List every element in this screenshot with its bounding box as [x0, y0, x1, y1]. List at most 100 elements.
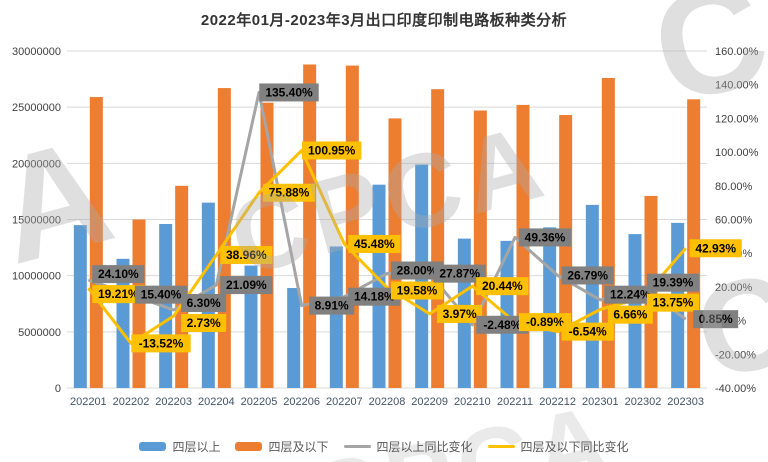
yoy-label-four-and-below-yoy-line-202211: -0.89%: [526, 315, 564, 329]
yoy-label-four-plus-yoy-line-202209-box: [433, 264, 486, 283]
yoy-label-four-and-below-yoy-line-202210: 20.44%: [482, 279, 523, 293]
yoy-label-four-plus-yoy-line-202207: 14.18%: [354, 290, 395, 304]
legend-swatch-orange-bar: [235, 442, 263, 451]
legend-item-four-and-below-layers: 四层及以下: [235, 438, 329, 455]
left-axis-tick: 0: [55, 383, 61, 395]
legend-swatch-blue-bar: [139, 442, 167, 451]
x-axis-tick: 202205: [241, 396, 278, 408]
yoy-label-four-plus-yoy-line-202301-box: [604, 285, 657, 304]
yoy-label-four-and-below-yoy-line-202207-box: [348, 234, 401, 253]
yoy-label-four-and-below-yoy-line-202201-box: [92, 285, 145, 304]
yoy-label-four-and-below-yoy-line-202303-box: [689, 239, 742, 258]
right-axis-tick: 160.00%: [715, 46, 759, 58]
x-axis-tick: 202202: [113, 396, 150, 408]
yoy-label-four-and-below-yoy-line-202206-box: [301, 141, 362, 160]
yoy-label-four-plus-yoy-line-202208: 28.00%: [397, 264, 438, 278]
yoy-label-four-plus-yoy-line-202302: 19.39%: [653, 276, 694, 290]
x-axis-tick: 202204: [198, 396, 235, 408]
yoy-label-four-and-below-yoy-line-202207: 45.48%: [354, 237, 395, 251]
x-axis-tick: 202206: [283, 396, 320, 408]
bar-four-and-below-layers-bar-202208: [388, 118, 402, 389]
legend-swatch-yellow-line: [487, 445, 515, 448]
yoy-label-four-plus-yoy-line-202204-box: [220, 276, 273, 295]
x-axis-tick: 202209: [411, 396, 448, 408]
bar-four-and-below-layers-bar-202201: [89, 97, 103, 388]
yoy-label-four-and-below-yoy-line-202212-box: [561, 322, 614, 341]
right-axis-tick: 60.00%: [715, 215, 753, 227]
yoy-label-four-plus-yoy-line-202205-box: [259, 83, 319, 102]
yoy-label-four-plus-yoy-line-202201: 24.10%: [98, 267, 139, 281]
right-axis-tick: 80.00%: [715, 181, 753, 193]
bar-four-and-below-layers-bar-202206: [303, 64, 317, 388]
x-axis-tick: 202211: [497, 396, 533, 408]
yoy-label-four-and-below-yoy-line-202302: 13.75%: [653, 296, 694, 310]
yoy-label-four-and-below-yoy-line-202212: -6.54%: [569, 325, 607, 339]
left-axis-tick: 10000000: [12, 271, 61, 283]
bar-four-and-below-layers-bar-202212: [559, 115, 573, 388]
right-axis-tick: 120.00%: [715, 113, 759, 125]
yoy-label-four-and-below-yoy-line-202206: 100.95%: [308, 143, 356, 157]
left-axis-tick: 20000000: [12, 158, 61, 170]
left-axis-tick: 5000000: [18, 327, 61, 339]
yoy-label-four-and-below-yoy-line-202302-box: [646, 293, 700, 312]
x-axis-tick: 202303: [667, 396, 704, 408]
yoy-label-four-plus-yoy-line-202211: 49.36%: [525, 230, 566, 244]
legend-label: 四层及以下同比变化: [520, 440, 629, 454]
yoy-label-four-and-below-yoy-line-202204: 38.96%: [226, 248, 267, 262]
yoy-label-four-and-below-yoy-line-202209: 3.97%: [443, 307, 477, 321]
bar-four-plus-layers-bar-202205: [244, 265, 258, 388]
yoy-label-four-and-below-yoy-line-202202-box: [131, 334, 191, 353]
legend-item-four-plus-layers: 四层以上: [139, 438, 220, 455]
legend-swatch-gray-line: [343, 445, 371, 448]
yoy-label-four-and-below-yoy-line-202208: 19.58%: [397, 284, 438, 298]
x-axis-tick: 202207: [326, 396, 363, 408]
yoy-label-four-and-below-yoy-line-202204-box: [220, 245, 273, 264]
yoy-label-four-and-below-yoy-line-202201: 19.21%: [98, 287, 139, 301]
left-axis-tick: 30000000: [12, 46, 61, 58]
x-axis-tick: 202302: [625, 396, 662, 408]
left-axis-tick: 15000000: [12, 215, 61, 227]
yoy-label-four-plus-yoy-line-202206-box: [309, 296, 355, 315]
yoy-label-four-plus-yoy-line-202303: 0.85%: [699, 312, 733, 326]
yoy-label-four-plus-yoy-line-202210-box: [476, 315, 529, 334]
yoy-label-four-and-below-yoy-line-202303: 42.93%: [695, 241, 736, 255]
bar-four-plus-layers-bar-202206: [287, 288, 301, 388]
right-axis-tick: 140.00%: [715, 80, 759, 92]
yoy-label-four-and-below-yoy-line-202210-box: [476, 277, 529, 296]
bar-four-and-below-layers-bar-202210: [473, 110, 487, 388]
left-axis-tick: 25000000: [12, 102, 61, 114]
right-axis-tick: 20.00%: [715, 282, 753, 294]
bar-four-and-below-layers-bar-202209: [431, 89, 445, 389]
yoy-label-four-and-below-yoy-line-202208-box: [390, 281, 444, 300]
yoy-label-four-and-below-yoy-line-202203-box: [181, 313, 227, 332]
bar-four-and-below-layers-bar-202204: [217, 88, 231, 388]
legend-item-four-and-below-yoy: 四层及以下同比变化: [487, 438, 629, 455]
legend-label: 四层以上同比变化: [376, 440, 473, 454]
legend-label: 四层以上: [172, 440, 221, 454]
yoy-label-four-plus-yoy-line-202301: 12.24%: [610, 288, 651, 302]
yoy-label-four-plus-yoy-line-202204: 21.09%: [226, 278, 267, 292]
x-axis-tick: 202201: [70, 396, 107, 408]
yoy-label-four-and-below-yoy-line-202209-box: [437, 304, 483, 323]
right-axis-tick: -20.00%: [715, 349, 756, 361]
x-axis-tick: 202208: [369, 396, 406, 408]
yoy-label-four-plus-yoy-line-202210: -2.48%: [483, 318, 521, 332]
yoy-label-four-plus-yoy-line-202202-box: [134, 285, 188, 304]
yoy-label-four-plus-yoy-line-202211-box: [518, 228, 572, 247]
yoy-label-four-and-below-yoy-line-202205-box: [262, 183, 316, 202]
bar-four-plus-layers-bar-202208: [372, 184, 386, 388]
x-axis-tick: 202301: [582, 396, 619, 408]
chart-title: 2022年01月-2023年3月出口印度印制电路板种类分析: [200, 12, 568, 29]
legend-item-four-plus-yoy: 四层以上同比变化: [343, 438, 473, 455]
bar-four-and-below-layers-bar-202205: [260, 102, 274, 388]
yoy-label-four-and-below-yoy-line-202301-box: [607, 305, 653, 324]
bar-four-and-below-layers-bar-202301: [601, 77, 615, 389]
yoy-label-four-plus-yoy-line-202208-box: [390, 261, 444, 280]
yoy-label-four-plus-yoy-line-202212-box: [561, 266, 614, 285]
yoy-label-four-plus-yoy-line-202203: 6.30%: [187, 296, 221, 310]
yoy-label-four-plus-yoy-line-202302-box: [646, 273, 700, 292]
yoy-label-four-plus-yoy-line-202202: 15.40%: [141, 288, 182, 302]
yoy-label-four-plus-yoy-line-202212: 26.79%: [567, 268, 608, 282]
